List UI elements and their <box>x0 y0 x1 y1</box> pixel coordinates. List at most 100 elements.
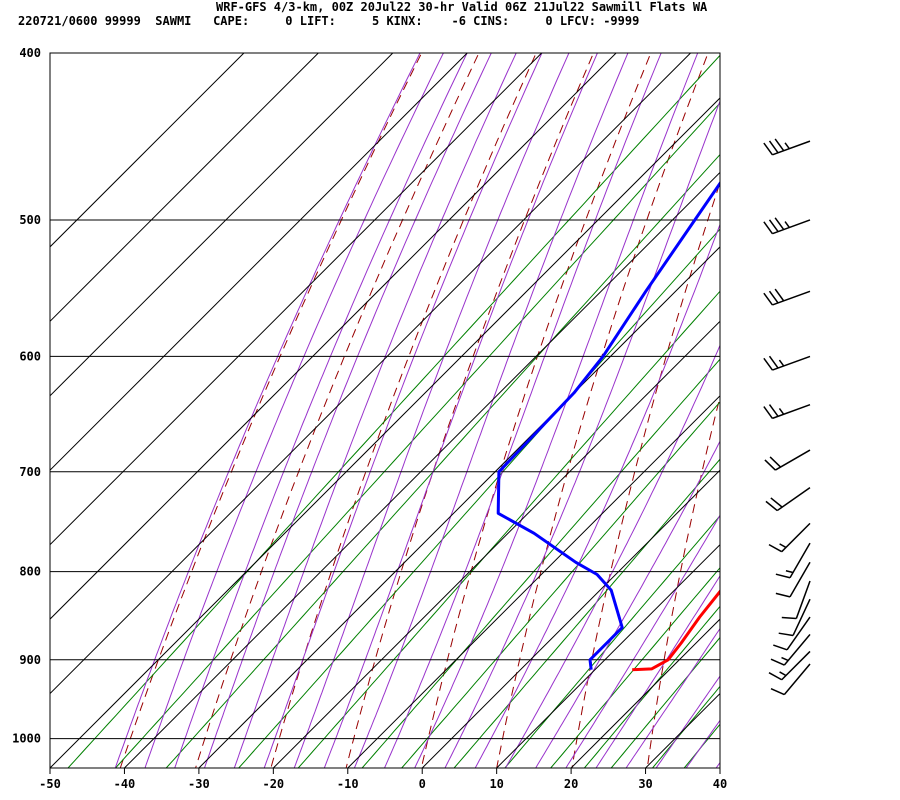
wind-barb-half-feather <box>779 671 787 677</box>
wind-barb-staff <box>772 219 811 235</box>
wind-barb-feather <box>781 616 797 620</box>
wind-barb-half-feather <box>784 221 790 228</box>
wind-barb <box>768 650 811 681</box>
wind-barb <box>770 663 811 696</box>
isotherm-line <box>570 618 720 768</box>
wind-barb-feather <box>763 357 774 371</box>
wind-barb-staff <box>781 650 811 681</box>
wind-barb-staff <box>789 561 811 598</box>
x-tick-label: 20 <box>564 777 578 791</box>
wind-barb <box>763 138 811 156</box>
moist-adiabat-line <box>625 627 720 768</box>
wind-barb-feather <box>774 217 785 230</box>
isotherm-line <box>50 53 468 471</box>
wind-barb <box>781 580 811 620</box>
moist-adiabat-line <box>233 53 517 768</box>
dry-adiabat-line <box>872 15 900 783</box>
wind-barb-half-feather <box>778 407 785 415</box>
isotherm-line <box>50 53 394 397</box>
pressure-tick-label: 800 <box>19 565 41 579</box>
wind-barb-feather <box>763 142 774 156</box>
mixing-ratio-line <box>114 102 720 768</box>
wind-barb <box>763 288 811 306</box>
isotherm-line <box>421 469 720 768</box>
wind-barb-staff <box>795 580 811 619</box>
wind-barb-feather <box>775 592 791 598</box>
mixing-ratio-line <box>238 228 720 768</box>
wind-barb-staff <box>781 522 811 553</box>
wind-barb <box>763 403 811 420</box>
moist-adiabat-line <box>114 53 421 768</box>
mixing-ratio-line <box>361 358 720 768</box>
isotherm-line <box>50 53 617 620</box>
wind-barb-staff <box>772 355 811 371</box>
moist-adiabat-line <box>203 53 492 768</box>
wind-barb-feather <box>763 406 774 419</box>
wind-barb-feather <box>770 687 785 696</box>
wind-barb <box>763 217 811 235</box>
mixing-ratio-line <box>67 54 720 768</box>
wind-barb <box>763 355 811 371</box>
x-tick-label: -40 <box>114 777 136 791</box>
isotherm-line <box>50 53 319 323</box>
wind-barb-feather <box>769 456 782 468</box>
moist-adiabat-line <box>474 223 720 768</box>
dry-adiabat-line <box>345 53 595 768</box>
mixing-ratio-line <box>683 723 720 768</box>
moist-adiabat-line <box>535 440 720 768</box>
moist-adiabat-line <box>353 53 629 768</box>
wind-barb <box>764 449 811 471</box>
dry-adiabat-line <box>797 15 900 783</box>
moist-adiabat-line <box>655 675 720 768</box>
mixing-ratio-line <box>297 290 720 768</box>
wind-barb-feather <box>768 290 779 304</box>
pressure-tick-label: 700 <box>19 465 41 479</box>
moist-adiabat-line <box>174 53 468 768</box>
mixing-ratio-line <box>610 636 720 768</box>
x-tick-label: 40 <box>713 777 727 791</box>
wind-barb-feather <box>774 138 785 152</box>
x-tick-label: -50 <box>39 777 61 791</box>
x-tick-label: -10 <box>337 777 359 791</box>
moist-adiabat-line <box>565 514 720 768</box>
moist-adiabat-line <box>444 99 720 768</box>
wind-barb <box>773 616 811 651</box>
isotherm-line <box>50 97 720 768</box>
moist-adiabat-line <box>144 53 444 768</box>
wind-barb-staff <box>789 542 811 579</box>
wind-barb-feather <box>763 292 774 306</box>
dry-adiabat-line <box>270 53 537 768</box>
wind-barb <box>775 561 811 598</box>
temperature-profile-line <box>632 589 720 672</box>
mixing-ratio-line <box>504 514 720 768</box>
moist-adiabat-line <box>293 53 570 768</box>
pressure-tick-label: 600 <box>19 349 41 363</box>
wind-barb-feather <box>770 497 783 508</box>
wind-barb-staff <box>776 487 811 512</box>
wind-barb-feather <box>768 543 783 553</box>
x-tick-label: -30 <box>188 777 210 791</box>
isotherm-line <box>719 767 720 768</box>
mixing-ratio-line <box>165 153 720 768</box>
pressure-tick-label: 1000 <box>12 732 41 746</box>
isotherm-line <box>496 543 720 768</box>
plot-frame <box>49 52 721 769</box>
moist-adiabat-line <box>383 53 662 768</box>
wind-barb-half-feather <box>778 359 785 367</box>
wind-barb-staff <box>772 290 811 306</box>
wind-barb-half-feather <box>781 656 789 662</box>
moist-adiabat-line <box>263 53 543 768</box>
wind-barb-feather <box>765 500 778 512</box>
isotherm-line <box>50 53 245 248</box>
wind-barb-staff <box>774 449 811 471</box>
mixing-ratio-line <box>550 566 720 768</box>
wind-barb-staff <box>772 140 811 156</box>
wind-barb <box>778 598 811 637</box>
mixing-ratio-line <box>401 401 720 768</box>
dry-adiabat-line <box>420 53 652 768</box>
wind-barb-feather <box>768 355 779 369</box>
moist-adiabat-line <box>715 761 720 768</box>
wind-barb-feather <box>778 632 794 637</box>
wind-barb-half-feather <box>785 570 794 574</box>
wind-barb-feather <box>775 573 791 579</box>
